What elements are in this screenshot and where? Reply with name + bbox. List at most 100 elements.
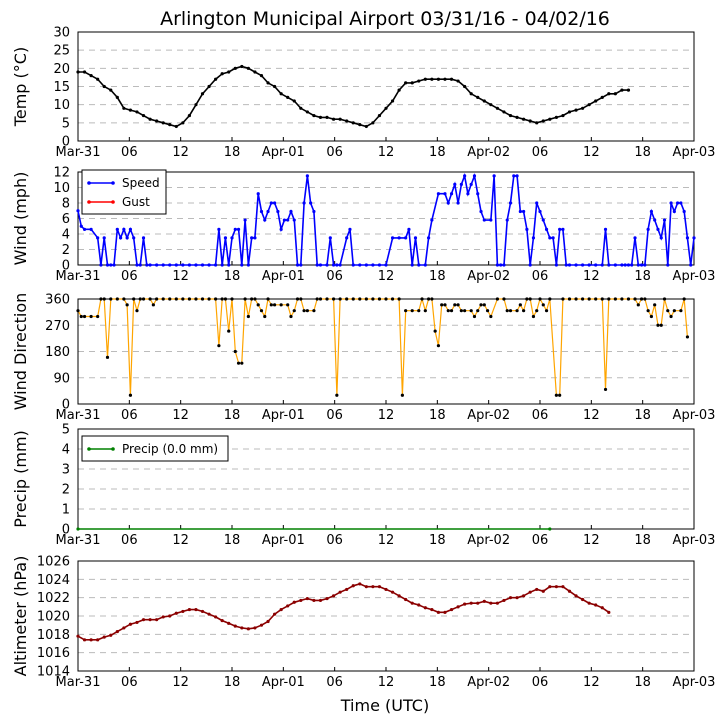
data-point: [325, 596, 329, 601]
legend-marker: [87, 200, 91, 204]
data-point: [305, 596, 309, 601]
data-point: [544, 309, 549, 313]
data-point: [535, 201, 539, 205]
data-point: [646, 227, 650, 231]
data-point: [207, 297, 211, 301]
x-tick-label: 12: [172, 269, 189, 284]
data-point: [243, 297, 247, 301]
data-point: [469, 309, 473, 313]
data-point: [102, 84, 106, 89]
data-point: [187, 113, 192, 118]
data-point: [417, 603, 421, 607]
data-point: [250, 236, 254, 240]
data-point: [246, 263, 250, 267]
data-point: [305, 309, 309, 313]
data-point: [200, 92, 205, 96]
data-point: [233, 227, 237, 231]
data-point: [505, 218, 509, 222]
data-point: [685, 335, 690, 339]
data-point: [676, 201, 680, 205]
data-point: [476, 95, 480, 99]
y-tick-label: 90: [53, 371, 70, 386]
data-point: [315, 297, 319, 301]
data-point: [132, 236, 136, 240]
data-point: [259, 74, 264, 78]
data-point: [109, 88, 113, 92]
data-point: [315, 263, 319, 267]
data-point: [141, 618, 146, 622]
data-point: [548, 236, 552, 240]
data-point: [653, 218, 657, 222]
data-point: [620, 263, 624, 267]
data-point: [351, 263, 355, 267]
data-point: [384, 587, 388, 592]
data-point: [240, 263, 244, 267]
data-point: [554, 585, 558, 589]
data-point: [109, 633, 113, 637]
data-point: [672, 309, 676, 313]
x-tick-label: 18: [429, 675, 446, 690]
data-point: [266, 81, 270, 85]
data-point: [463, 602, 467, 606]
data-point: [404, 597, 408, 602]
data-point: [548, 297, 552, 301]
x-tick-label: 06: [326, 533, 343, 548]
data-point: [567, 263, 572, 267]
data-point: [630, 263, 634, 267]
data-point: [99, 263, 103, 267]
data-point: [312, 598, 316, 603]
data-point: [299, 106, 303, 110]
data-point: [89, 314, 93, 319]
data-point: [220, 263, 224, 267]
y-tick-label: 1016: [37, 646, 70, 661]
x-tick-label: 18: [224, 269, 241, 284]
data-point: [132, 297, 136, 301]
data-point: [397, 594, 401, 598]
data-point: [535, 309, 539, 313]
panel-2: 0 90 180 270 360 Mar-31 06 12 18 Apr-01 06 12 18 Apr-…: [11, 293, 715, 424]
data-point: [682, 209, 686, 214]
data-point: [574, 594, 578, 598]
data-point: [223, 297, 228, 301]
data-point: [653, 303, 657, 307]
data-point: [141, 297, 146, 301]
data-point: [587, 103, 591, 107]
data-point: [187, 263, 192, 267]
x-tick-label: 18: [429, 269, 446, 284]
data-point: [181, 121, 185, 125]
y-tick-label: 30: [53, 26, 70, 41]
data-point: [528, 119, 532, 123]
x-tick-label: 06: [121, 408, 138, 423]
data-point: [456, 303, 460, 307]
data-point: [489, 218, 493, 222]
x-tick-label: 06: [326, 269, 343, 284]
legend-marker: [111, 181, 115, 185]
data-point: [469, 92, 473, 96]
data-point: [463, 309, 467, 313]
data-point: [148, 263, 152, 267]
data-point: [272, 612, 277, 616]
data-point: [243, 218, 247, 222]
legend-marker: [111, 447, 115, 451]
data-point: [194, 607, 198, 612]
data-point: [666, 263, 670, 267]
data-point: [102, 236, 106, 240]
data-point: [397, 236, 401, 240]
data-point: [168, 123, 172, 127]
data-point: [580, 263, 585, 267]
y-tick-label: 0: [62, 259, 70, 274]
data-point: [331, 594, 336, 598]
data-point: [233, 66, 237, 70]
x-tick-label: Mar-31: [56, 533, 101, 548]
data-point: [286, 218, 290, 222]
data-point: [161, 615, 165, 619]
data-point: [279, 607, 283, 612]
data-point: [679, 201, 683, 205]
x-tick-label: 12: [583, 675, 600, 690]
data-point: [115, 629, 119, 634]
data-point: [567, 297, 572, 301]
data-point: [423, 606, 427, 610]
data-point: [325, 263, 329, 267]
data-point: [482, 303, 486, 307]
